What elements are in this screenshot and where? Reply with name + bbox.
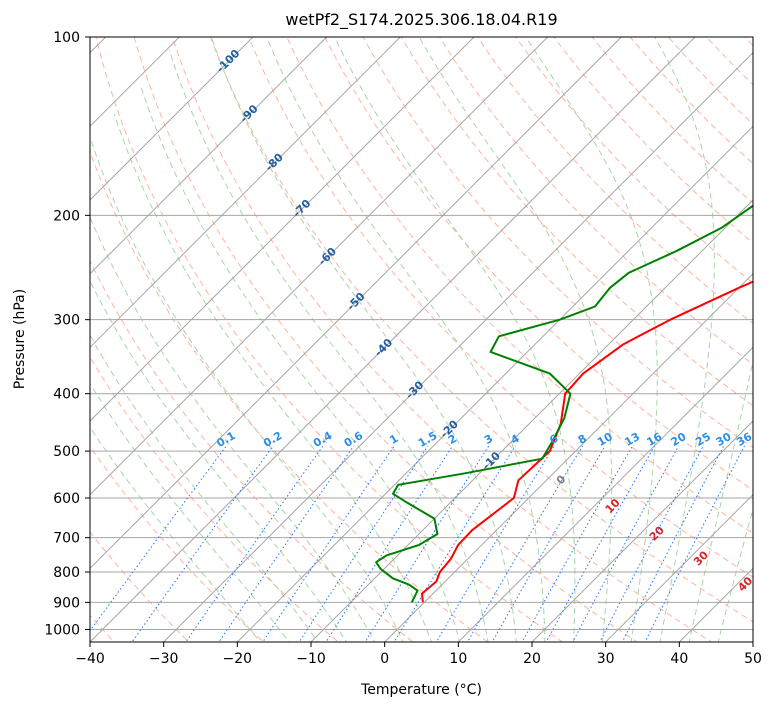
mixing-ratio-line	[466, 445, 584, 642]
isotherm-line	[384, 272, 753, 642]
dry-adiabat-line	[286, 37, 753, 534]
isotherm-line	[163, 51, 753, 642]
dry-adiabat-line	[515, 37, 753, 284]
dry-adiabat-line	[438, 37, 753, 365]
moist-adiabat-line	[90, 426, 261, 642]
x-tick-label: 0	[380, 651, 389, 667]
plot-frame	[89, 36, 754, 643]
chart-title: wetPf2_S174.2025.306.18.04.R19	[285, 10, 557, 30]
dry-adiabat-line	[90, 259, 414, 642]
x-tick-label: −10	[296, 651, 326, 667]
isotherm-line	[90, 37, 549, 496]
moist-adiabat-line	[266, 37, 546, 642]
isotherm-line	[457, 346, 753, 642]
mixing-ratio-line	[218, 445, 355, 642]
moist-adiabat-line	[168, 49, 489, 642]
isotherm-line	[90, 37, 328, 275]
moist-adiabat-line	[90, 334, 319, 642]
y-tick-label: 500	[53, 444, 80, 460]
y-tick-label: 100	[53, 30, 80, 46]
dry-adiabat-line	[248, 37, 753, 578]
mixing-ratio-line	[644, 445, 746, 642]
mixing-ratio-line	[491, 445, 606, 642]
mixing-ratio-label: 36	[734, 430, 754, 449]
mixing-ratio-line	[393, 445, 516, 642]
y-axis: 1000 900 800 700 600 500 400 300 200 100	[44, 30, 90, 638]
mixing-ratio-line	[572, 445, 680, 642]
moist-adiabat-line	[90, 382, 290, 642]
mixing-ratio-line	[435, 445, 555, 642]
dry-adiabat-line	[477, 37, 753, 325]
isotherm-line	[310, 199, 753, 642]
mixing-ratio-line	[545, 445, 656, 642]
moist-adiabat-line	[717, 506, 753, 642]
isotherm-line	[90, 37, 254, 201]
x-tick-label: 20	[523, 651, 541, 667]
isotherm-line	[605, 493, 753, 642]
dry-adiabats	[90, 37, 753, 642]
moist-adiabat-line	[334, 37, 576, 642]
mixing-ratio-line	[262, 445, 395, 642]
isotherm-line	[531, 420, 753, 642]
y-tick-label: 900	[53, 595, 80, 611]
dry-adiabat-line	[90, 356, 339, 642]
x-axis: −40 −30 −20 −10 0 10 20 30 40 50	[75, 642, 762, 667]
y-tick-label: 200	[53, 208, 80, 224]
x-tick-label: −40	[75, 651, 105, 667]
moist-adiabat-line	[90, 215, 376, 642]
temperature-profile	[421, 280, 753, 603]
isotherm-line	[90, 37, 401, 349]
dry-adiabat-line	[133, 37, 638, 642]
plot-area: -100-90-80-70-60-50-40-30-20-100.1 0.2 0.4…	[90, 37, 754, 642]
dry-adiabat-line	[209, 37, 753, 623]
isotherm-line	[90, 37, 696, 642]
isotherm-line	[236, 125, 753, 642]
x-tick-label: −20	[223, 651, 253, 667]
y-axis-label: Pressure (hPa)	[12, 289, 28, 389]
y-tick-label: 1000	[44, 622, 80, 638]
moist-adiabat-line	[654, 37, 715, 642]
mixing-ratio-line	[599, 445, 704, 642]
x-tick-label: −30	[149, 651, 179, 667]
isotherm-line	[90, 37, 475, 422]
isotherms	[90, 37, 753, 642]
x-tick-label: 40	[670, 651, 688, 667]
y-tick-label: 400	[53, 387, 80, 403]
profile-series	[375, 204, 753, 603]
isotherm-line	[90, 37, 622, 570]
mixing-ratio-line	[364, 445, 490, 642]
mixing-ratio-line	[521, 445, 633, 642]
x-tick-label: 30	[597, 651, 615, 667]
moist-adiabat-line	[139, 83, 461, 642]
dry-adiabat-line	[95, 37, 564, 642]
moist-adiabat-line	[418, 37, 613, 642]
moist-adiabat-line	[113, 114, 432, 642]
x-axis-label: Temperature (°C)	[360, 682, 482, 698]
mixing-ratio-line	[131, 445, 274, 642]
dry-adiabat-line	[90, 531, 190, 642]
dry-adiabat-line	[362, 37, 753, 449]
y-tick-label: 600	[53, 491, 80, 507]
y-tick-label: 700	[53, 531, 80, 547]
moist-adiabat-line	[90, 135, 404, 642]
mixing-ratio-lines	[90, 445, 746, 642]
pressure-gridlines	[90, 37, 753, 630]
dewpoint-profile	[375, 204, 753, 603]
y-tick-label: 800	[53, 565, 80, 581]
x-tick-label: 50	[744, 651, 762, 667]
y-tick-label: 300	[53, 313, 80, 329]
x-tick-label: 10	[449, 651, 467, 667]
moist-adiabat-line	[90, 279, 347, 642]
dry-adiabat-line	[629, 37, 753, 165]
